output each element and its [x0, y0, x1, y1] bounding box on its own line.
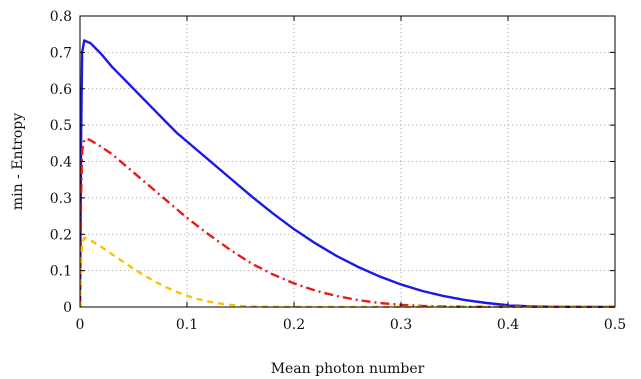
x-tick-label: 0.1: [176, 317, 198, 333]
series-line-2: [80, 137, 615, 308]
axis-ticks: [79, 15, 616, 308]
x-tick-label: 0.3: [390, 317, 412, 333]
y-tick-label: 0.8: [50, 9, 72, 25]
series-line-3: [80, 236, 615, 308]
tick-labels: 0 0.1 0.2 0.3 0.4 0.5 0.6 0.7 0.8 0 0.1 0.2 0.3 0.4 0.…: [50, 9, 626, 333]
series-layer: [80, 39, 615, 308]
x-tick-label: 0.5: [604, 317, 626, 333]
y-tick-label: 0.7: [50, 45, 72, 61]
y-tick-label: 0.4: [50, 155, 72, 171]
y-tick-label: 0.6: [50, 82, 72, 98]
series-line-1: [80, 39, 615, 308]
y-tick-label: 0.1: [50, 264, 72, 280]
x-axis-label: Mean photon number: [271, 361, 425, 377]
y-tick-label: 0.2: [50, 227, 72, 243]
y-tick-label: 0: [63, 300, 72, 316]
y-axis-label: min - Entropy: [10, 113, 26, 210]
x-tick-label: 0: [76, 317, 85, 333]
x-tick-label: 0.4: [497, 317, 519, 333]
y-tick-label: 0.5: [50, 118, 72, 134]
y-tick-label: 0.3: [50, 191, 72, 207]
x-tick-label: 0.2: [283, 317, 305, 333]
grid: [80, 16, 615, 307]
